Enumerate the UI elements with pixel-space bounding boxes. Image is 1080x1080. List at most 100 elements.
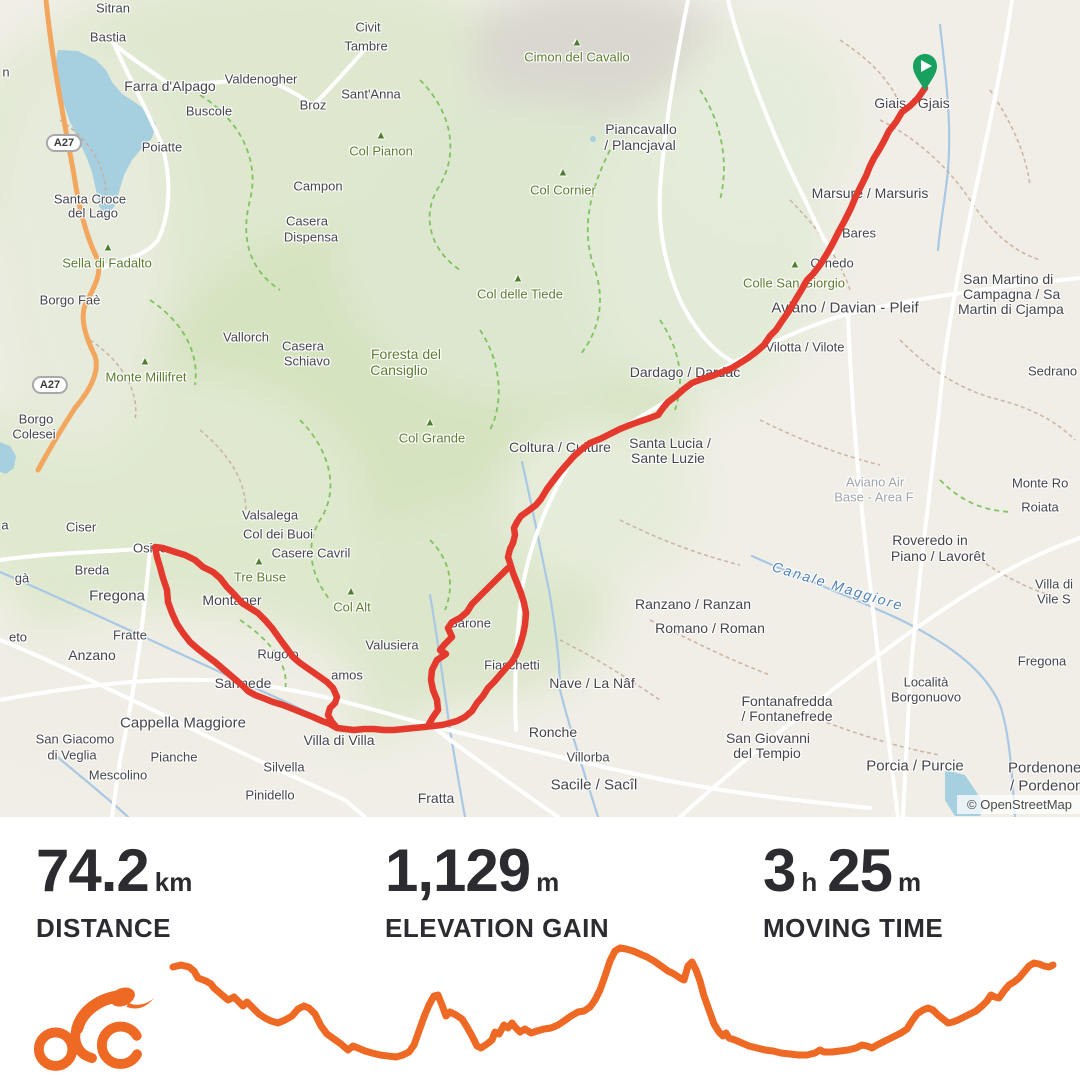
map-label: a [1, 517, 9, 533]
map-label: Broz [299, 97, 327, 113]
map-label: Valsalega [241, 507, 299, 523]
map-label: Monte Millifret [105, 369, 187, 385]
map-label: Nave / La Nâf [549, 675, 635, 691]
map-label: / Pordenon [1010, 777, 1080, 795]
map-label: Fratte [113, 627, 147, 643]
peak-icon: ▲ [253, 555, 265, 568]
map-label: Colle San Giorgio [743, 275, 845, 291]
map-label: Col delle Tiede [477, 286, 563, 302]
peak-icon: ▲ [102, 241, 114, 254]
map-label: Borgo Faè [39, 292, 101, 308]
map-label: Vile S [1037, 591, 1071, 607]
map-label: Pinidello [245, 787, 295, 803]
elevation-profile-line [169, 944, 1057, 1061]
map-label: Bares [842, 225, 876, 241]
map-label: Silvella [263, 759, 305, 775]
map-label: Sant'Anna [341, 86, 401, 102]
stat-distance: 74.2 km DISTANCE [36, 836, 202, 944]
map-label: Ranzano / Ranzan [635, 596, 751, 612]
map-label: Aviano Air [845, 474, 905, 490]
map-label: Sitran [96, 0, 130, 16]
map-label: di Veglia [47, 747, 97, 763]
map-label: Casera [282, 338, 324, 354]
map-label: del Lago [68, 205, 118, 221]
map-label: / Fontanefrede [741, 708, 833, 724]
map-label: n [2, 64, 10, 80]
map-label: Martin di Cjampa [958, 301, 1064, 317]
distance-value: 74.2 [36, 837, 150, 904]
map-label: Marsure / Marsuris [811, 185, 929, 201]
map-label: Cimon del Cavallo [524, 49, 630, 65]
map-label: Romano / Roman [655, 620, 765, 636]
map-label: Fontanafredda [741, 693, 833, 709]
map-label: Tre Buse [233, 569, 287, 585]
map-label: Breda [74, 562, 110, 578]
elevation-label: ELEVATION GAIN [385, 913, 610, 943]
route-line [151, 84, 929, 734]
peak-icon: ▲ [375, 129, 387, 142]
attribution-text: © OpenStreetMap [967, 797, 1072, 812]
stat-elevation-gain: 1,129 m ELEVATION GAIN [385, 836, 609, 944]
map-label: Aviano / Davian - Pleif [771, 299, 919, 317]
peak-icon: ▲ [789, 258, 801, 271]
map-label: Valusiera [365, 637, 419, 653]
map-label: eto [8, 629, 28, 645]
map-label: Borgonuovo [890, 689, 962, 705]
map-label: del Tempio [733, 745, 801, 761]
map-label: Cansiglio [370, 362, 428, 378]
elevation-value: 1,129 [385, 837, 531, 904]
map-label: Roveredo in [892, 532, 968, 548]
map-label: Ciser [65, 519, 97, 535]
map-label: Pianche [150, 749, 198, 765]
moving-time-hours-unit: h [801, 867, 818, 897]
map-label: Dispensa [283, 229, 339, 245]
distance-label: DISTANCE [36, 913, 171, 943]
map-label: Mescolino [88, 767, 148, 783]
map-label: Col Cornier [530, 182, 596, 198]
map-label: Villorba [566, 749, 610, 765]
map-label: Fregona [1017, 653, 1067, 669]
map-label: Campagna / Sa [963, 286, 1061, 302]
map-label: Pordenone [1008, 759, 1080, 777]
map-label: / Plancjaval [604, 137, 676, 153]
map-label: amos [331, 667, 363, 683]
map-label: Villa di [1035, 576, 1074, 592]
map-label: Cappella Maggiore [120, 714, 246, 732]
map-label: Fregona [89, 587, 145, 605]
map-label: San Giovanni [725, 730, 811, 746]
map-label: Poiatte [141, 139, 183, 155]
map-label: Piancavallo [605, 121, 677, 137]
peak-icon: ▲ [139, 355, 151, 368]
map-label: Porcia / Purcie [866, 757, 964, 775]
moving-time-hours: 3 [763, 837, 796, 904]
map-label: Schiavo [283, 353, 331, 369]
route-line-branch [425, 564, 512, 730]
map-label: Sedrano [1028, 363, 1078, 379]
map-label: Anzano [68, 647, 116, 663]
map-label: Campon [293, 178, 343, 194]
map-label: Località [903, 674, 949, 690]
peak-icon: ▲ [424, 416, 436, 429]
map-attribution[interactable]: © OpenStreetMap [957, 795, 1080, 814]
map-label: Civit [355, 19, 381, 35]
route-map[interactable]: Sitran Bastia Civit Tambre Cimon del Cavallo… [0, 0, 1080, 817]
moving-time-label: MOVING TIME [763, 913, 944, 943]
map-label: Monte Ro [1012, 475, 1069, 491]
map-label: Vallorch [222, 329, 270, 345]
peak-icon: ▲ [512, 272, 524, 285]
map-label: Casere Cavril [271, 545, 351, 561]
map-label: Borgo [18, 411, 54, 427]
map-label: gà [14, 570, 30, 586]
map-label: San Martino di [963, 271, 1054, 287]
elevation-profile [169, 944, 1057, 1061]
map-label: San Giacomo [35, 731, 115, 747]
peak-icon: ▲ [571, 36, 583, 49]
map-labels: Sitran Bastia Civit Tambre Cimon del Cavallo… [1, 0, 1080, 806]
peak-icon: ▲ [557, 166, 569, 179]
map-label: Piano / Lavorêt [890, 548, 986, 564]
map-label: Bastia [89, 29, 127, 45]
map-label: Vilotta / Vilote [765, 339, 845, 355]
moving-time-minutes: 25 [827, 837, 893, 904]
map-label: Col Grande [398, 430, 466, 446]
map-label: Villa di Villa [303, 732, 375, 748]
